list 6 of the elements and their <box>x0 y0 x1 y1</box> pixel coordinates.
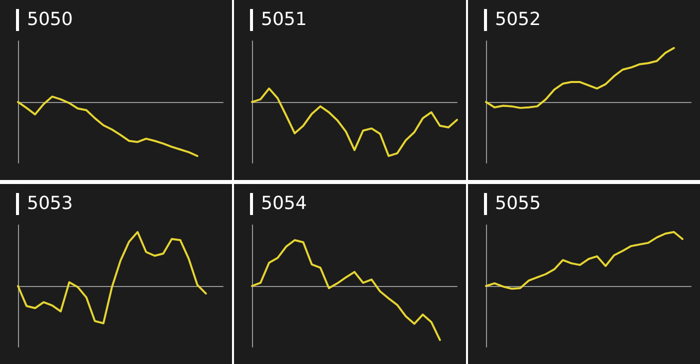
chart-title: 5050 <box>16 9 73 31</box>
chart-title: 5053 <box>16 193 73 215</box>
chart-title: 5051 <box>250 9 307 31</box>
chart-title: 5052 <box>484 9 541 31</box>
chart-title: 5054 <box>250 193 307 215</box>
chart-title: 5055 <box>484 193 541 215</box>
